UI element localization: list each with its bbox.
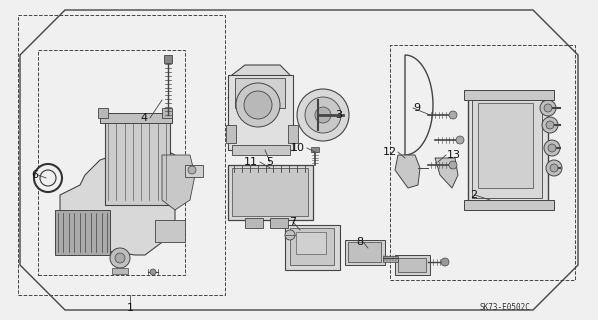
- Circle shape: [548, 144, 556, 152]
- Text: 1: 1: [127, 303, 133, 313]
- Text: 9: 9: [413, 103, 420, 113]
- Circle shape: [449, 161, 457, 169]
- Bar: [228, 165, 313, 220]
- Bar: [311, 147, 319, 152]
- Polygon shape: [162, 155, 195, 210]
- Text: 7: 7: [289, 217, 297, 227]
- Bar: [464, 200, 554, 210]
- Bar: [235, 78, 285, 108]
- Bar: [270, 218, 288, 228]
- Circle shape: [236, 83, 280, 127]
- Text: SK73-E0502C: SK73-E0502C: [480, 303, 530, 313]
- Bar: [296, 232, 326, 254]
- Bar: [395, 255, 430, 275]
- Bar: [98, 108, 108, 118]
- Bar: [285, 225, 340, 270]
- Text: 5: 5: [267, 157, 273, 167]
- Text: 11: 11: [244, 157, 258, 167]
- Bar: [155, 220, 185, 242]
- Circle shape: [297, 89, 349, 141]
- Circle shape: [540, 100, 556, 116]
- Circle shape: [115, 253, 125, 263]
- Bar: [245, 218, 263, 228]
- Bar: [288, 125, 298, 143]
- Text: 12: 12: [383, 147, 397, 157]
- Text: 10: 10: [291, 143, 305, 153]
- Circle shape: [544, 104, 552, 112]
- Bar: [100, 113, 172, 123]
- Circle shape: [285, 230, 295, 240]
- Bar: [290, 228, 334, 265]
- Bar: [164, 55, 172, 63]
- Circle shape: [305, 97, 341, 133]
- Bar: [464, 90, 554, 100]
- Circle shape: [550, 164, 558, 172]
- Circle shape: [40, 170, 56, 186]
- Polygon shape: [395, 155, 420, 188]
- Polygon shape: [60, 150, 175, 255]
- Text: 6: 6: [32, 170, 38, 180]
- Circle shape: [546, 160, 562, 176]
- Bar: [55, 210, 110, 255]
- Bar: [232, 168, 308, 216]
- Text: 4: 4: [141, 113, 148, 123]
- Polygon shape: [228, 65, 290, 110]
- Circle shape: [544, 140, 560, 156]
- Bar: [185, 165, 203, 177]
- Text: 3: 3: [335, 110, 342, 120]
- Circle shape: [546, 121, 554, 129]
- Circle shape: [188, 166, 196, 174]
- Circle shape: [34, 164, 62, 192]
- Bar: [468, 95, 548, 205]
- Bar: [38, 50, 185, 275]
- Bar: [472, 98, 542, 198]
- Circle shape: [110, 248, 130, 268]
- Bar: [18, 15, 225, 295]
- Circle shape: [150, 269, 156, 275]
- Circle shape: [244, 91, 272, 119]
- Bar: [112, 268, 128, 274]
- Circle shape: [315, 107, 331, 123]
- Bar: [390, 45, 575, 280]
- Bar: [398, 258, 426, 272]
- Circle shape: [542, 117, 558, 133]
- Text: 13: 13: [447, 150, 461, 160]
- Bar: [345, 240, 385, 265]
- Text: 2: 2: [470, 190, 477, 200]
- Circle shape: [456, 136, 464, 144]
- Bar: [383, 256, 398, 262]
- Bar: [162, 108, 172, 118]
- Circle shape: [449, 111, 457, 119]
- Bar: [226, 125, 236, 143]
- Bar: [348, 242, 381, 262]
- Bar: [478, 103, 533, 188]
- Circle shape: [441, 258, 449, 266]
- Text: 8: 8: [356, 237, 364, 247]
- Bar: [105, 115, 170, 205]
- Bar: [228, 75, 293, 150]
- Polygon shape: [435, 158, 458, 188]
- Bar: [232, 145, 290, 155]
